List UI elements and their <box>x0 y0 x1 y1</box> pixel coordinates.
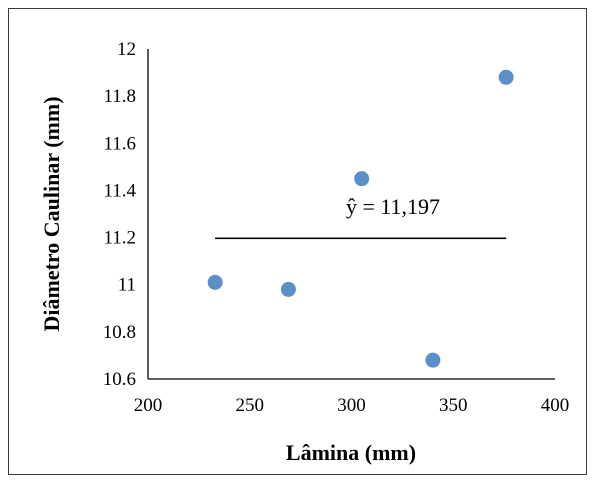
y-tick-label: 11 <box>118 275 136 296</box>
data-point <box>280 281 296 297</box>
x-tick-label: 400 <box>541 395 570 416</box>
data-point <box>207 274 223 290</box>
x-tick-label: 350 <box>439 395 468 416</box>
x-tick-label: 300 <box>337 395 366 416</box>
data-point <box>354 171 370 187</box>
data-points <box>207 69 514 368</box>
data-point <box>498 69 514 85</box>
x-axis-title: Lâmina (mm) <box>286 440 416 465</box>
x-tick-label: 200 <box>134 395 163 416</box>
chart-frame: 10.6 10.8 11 11.2 11.4 11.6 11.8 12 200 250 300 35… <box>8 8 587 475</box>
y-tick-label: 10.6 <box>103 369 136 390</box>
y-tick-label: 11.8 <box>103 86 136 107</box>
scatter-chart: 10.6 10.8 11 11.2 11.4 11.6 11.8 12 200 250 300 35… <box>39 39 570 465</box>
x-axis-ticks: 200 250 300 350 400 <box>134 395 570 416</box>
y-tick-label: 11.2 <box>103 228 136 249</box>
y-tick-label: 12 <box>117 39 136 60</box>
data-point <box>425 352 441 368</box>
y-tick-label: 11.6 <box>103 133 136 154</box>
y-tick-label: 11.4 <box>103 180 136 201</box>
y-axis-title: Diâmetro Caulinar (mm) <box>39 96 64 331</box>
equation-annotation: ŷ = 11,197 <box>346 194 440 219</box>
x-tick-label: 250 <box>236 395 265 416</box>
y-tick-label: 10.8 <box>103 322 136 343</box>
y-axis-ticks: 10.6 10.8 11 11.2 11.4 11.6 11.8 12 <box>103 39 137 390</box>
